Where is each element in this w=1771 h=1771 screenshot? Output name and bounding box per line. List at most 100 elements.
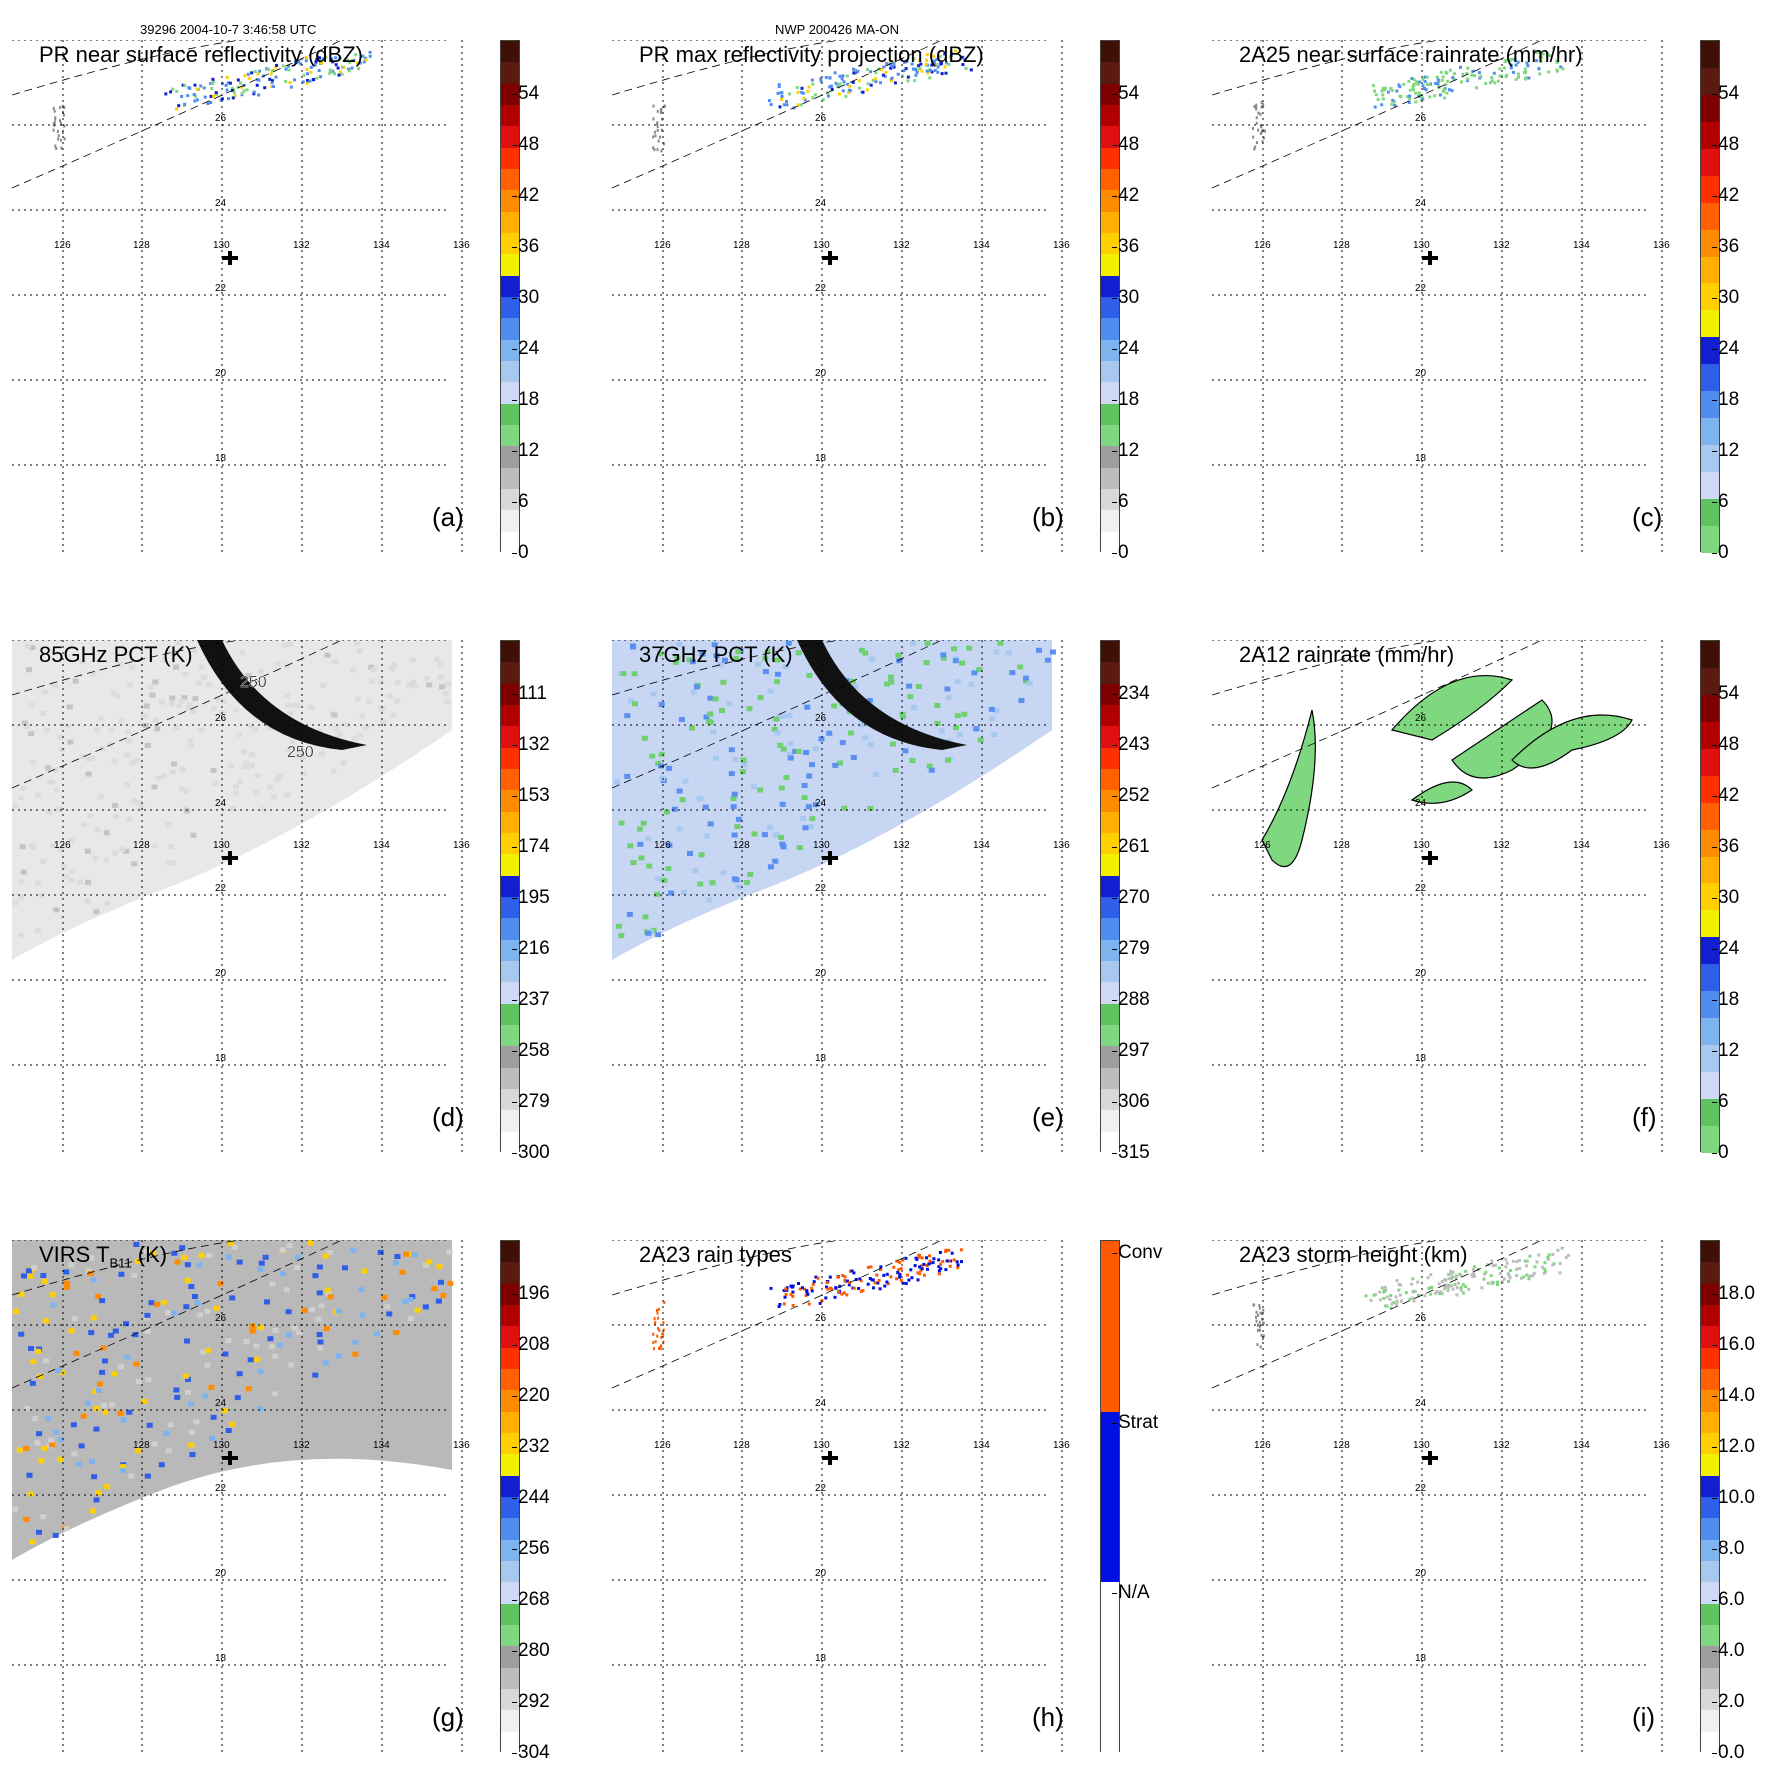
pixel-cell	[354, 640, 361, 646]
pixel-cell	[728, 771, 735, 777]
pixel-cell	[365, 699, 372, 705]
echo-pixel	[1448, 88, 1451, 92]
map-plot-b: 282624222018126128130132134136	[612, 40, 1070, 552]
latitude-tick-label: 22	[215, 1483, 227, 1494]
echo-pixel	[824, 76, 828, 79]
echo-pixel	[257, 93, 261, 97]
longitude-tick-label: 134	[973, 840, 990, 851]
colorbar-tick-label: 6	[1112, 491, 1129, 512]
pr-swath-edge-south	[12, 1240, 343, 1389]
pixel-cell	[896, 658, 903, 664]
echo-pixel	[879, 81, 882, 85]
echo-pixel	[1541, 52, 1545, 56]
echo-pixel	[655, 1309, 658, 1312]
longitude-tick-label: 132	[893, 1440, 910, 1451]
panel-title: PR max reflectivity projection (dBZ)	[639, 42, 984, 68]
echo-pixel	[871, 1278, 875, 1282]
longitude-tick-label: 126	[1254, 240, 1271, 251]
pixel-cell	[239, 650, 246, 656]
pixel-cell	[624, 713, 631, 719]
colorbar-segment	[1701, 667, 1719, 695]
echo-pixel	[1443, 1278, 1447, 1282]
pixel-cell	[184, 1262, 191, 1268]
echo-pixel	[838, 74, 842, 78]
echo-pixel	[857, 86, 861, 90]
pixel-cell	[173, 1387, 180, 1393]
echo-pixel	[873, 1281, 877, 1285]
echo-pixel	[1421, 97, 1425, 101]
echo-pixel	[800, 91, 804, 94]
echo-pixel	[1423, 75, 1427, 79]
echo-pixel	[1262, 1321, 1265, 1325]
pixel-cell	[18, 1291, 25, 1297]
pixel-cell	[440, 1293, 447, 1298]
pr-swath-edge-north	[12, 1240, 243, 1296]
latitude-tick-label: 28	[815, 40, 827, 41]
pixel-cell	[394, 680, 401, 686]
echo-pixel	[299, 62, 303, 66]
echo-pixel	[301, 80, 305, 84]
pixel-cell	[67, 739, 74, 745]
pixel-cell	[210, 767, 217, 773]
pixel-cell	[291, 1325, 298, 1331]
pixel-cell	[167, 844, 174, 850]
echo-pixel	[364, 58, 368, 62]
pixel-cell	[802, 825, 809, 831]
pixel-cell	[175, 640, 182, 646]
pixel-cell	[55, 1368, 62, 1373]
pixel-cell	[173, 724, 180, 730]
pixel-cell	[181, 1255, 187, 1261]
echo-pixel	[865, 88, 869, 92]
echo-pixel	[777, 1305, 781, 1308]
echo-pixel	[861, 90, 865, 94]
echo-pixel	[1461, 1283, 1465, 1287]
echo-pixel	[1380, 103, 1384, 107]
pixel-cell	[690, 689, 697, 695]
pixel-cell	[132, 1332, 139, 1338]
echo-pixel	[836, 1275, 840, 1279]
panel-title-subscript: B11	[109, 1255, 132, 1271]
colorbar-tick-label: 12	[511, 440, 540, 461]
panel-title-text: PR near surface reflectivity (dBZ)	[39, 42, 363, 67]
echo-pixel	[1558, 1262, 1562, 1265]
echo-pixel	[1398, 94, 1402, 98]
echo-pixel	[1261, 140, 1264, 144]
pixel-cell	[924, 640, 931, 646]
colorbar-segment	[501, 1518, 519, 1540]
colorbar-segment	[501, 211, 519, 233]
pixel-cell	[185, 705, 192, 711]
pixel-cell	[658, 763, 664, 769]
pixel-cell	[678, 717, 685, 722]
pixel-cell	[107, 1332, 114, 1338]
echo-pixel	[1498, 1272, 1502, 1275]
echo-pixel	[55, 147, 58, 150]
echo-pixel	[1516, 60, 1520, 64]
colorbar-segment	[1701, 391, 1719, 419]
pixel-cell	[889, 741, 896, 747]
colorbar-segment	[501, 982, 519, 1004]
pixel-cell	[240, 749, 247, 755]
pixel-cell	[104, 901, 111, 907]
panel-d: 28262422201812612813013213413625025085GH…	[0, 600, 560, 1163]
echo-pixel	[791, 1284, 795, 1288]
echo-pixel	[931, 1261, 935, 1265]
echo-pixel	[1433, 1291, 1437, 1295]
pixel-cell	[196, 1312, 203, 1318]
echo-pixel	[169, 90, 173, 94]
echo-pixel	[1532, 1272, 1536, 1275]
pixel-cell	[658, 751, 665, 757]
longitude-tick-label: 126	[654, 1440, 671, 1451]
panel-title-text: 2A25 near surface rainrate (mm/hr)	[1239, 42, 1583, 67]
pixel-cell	[269, 1281, 276, 1287]
echo-pixel	[1537, 1253, 1541, 1257]
colorbar-segment	[1701, 883, 1719, 911]
echo-pixel	[236, 85, 240, 89]
pixel-cell	[757, 787, 764, 793]
pixel-cell	[780, 844, 787, 850]
pixel-cell	[188, 1429, 195, 1435]
echo-pixel	[858, 1277, 862, 1281]
pixel-cell	[108, 727, 115, 733]
echo-pixel	[1364, 1294, 1368, 1298]
pixel-cell	[12, 900, 19, 906]
echo-pixel	[969, 68, 973, 72]
